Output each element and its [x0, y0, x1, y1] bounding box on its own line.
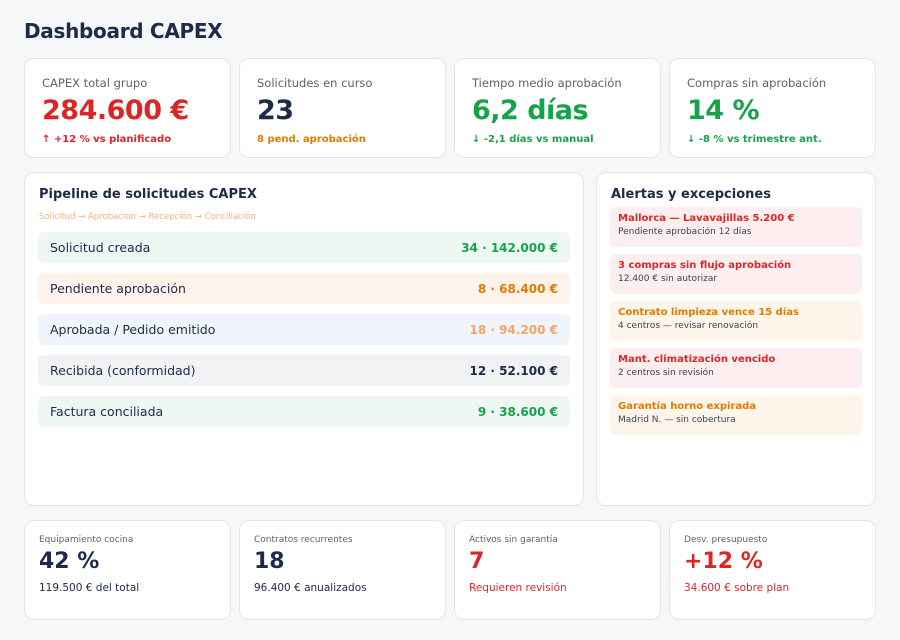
kpi-value: 23 [257, 95, 294, 126]
kpi-value: 6,2 días [472, 95, 589, 126]
stat-label: Contratos recurrentes [254, 535, 353, 545]
kpi-label: CAPEX total grupo [42, 76, 148, 90]
stat-contratos-recurrentes: Contratos recurrentes 18 96.400 € anuali… [239, 520, 446, 620]
alert-title: Mant. climatización vencido [618, 354, 776, 365]
stat-equipamiento-cocina: Equipamiento cocina 42 % 119.500 € del t… [24, 520, 231, 620]
stat-label: Equipamiento cocina [39, 535, 134, 545]
pipeline-stage[interactable]: Aprobada / Pedido emitido 18 · 94.200 € [38, 314, 570, 345]
stat-label: Desv. presupuesto [684, 535, 768, 545]
stage-value: 8 · 68.400 € [477, 281, 558, 296]
kpi-value: 284.600 € [42, 95, 189, 126]
kpi-label: Compras sin aprobación [687, 76, 827, 90]
stat-value: 7 [469, 549, 485, 574]
stat-label: Activos sin garantía [469, 535, 558, 545]
kpi-trend: ↓ -2,1 días vs manual [472, 134, 594, 145]
alert-detail: 4 centros — revisar renovación [618, 321, 759, 331]
pipeline-panel: Pipeline de solicitudes CAPEX Solicitud … [24, 172, 584, 506]
alert-detail: 12.400 € sin autorizar [618, 274, 718, 284]
stage-label: Factura conciliada [50, 404, 164, 419]
pipeline-stage[interactable]: Recibida (conformidad) 12 · 52.100 € [38, 355, 570, 386]
stat-sub: Requieren revisión [469, 582, 567, 594]
pipeline-subtitle: Solicitud → Aprobacion → Recepción → Con… [39, 212, 256, 222]
alert-item[interactable]: Garantía horno expirada Madrid N. — sin c… [610, 395, 862, 435]
stat-sub: 119.500 € del total [39, 582, 140, 594]
alert-title: 3 compras sin flujo aprobación [618, 260, 792, 271]
alert-item[interactable]: 3 compras sin flujo aprobación 12.400 € s… [610, 254, 862, 294]
alert-title: Contrato limpieza vence 15 días [618, 307, 799, 318]
stat-value: 42 % [39, 549, 100, 574]
kpi-solicitudes: Solicitudes en curso 23 8 pend. aprobaci… [239, 58, 446, 158]
kpi-compras-sin-aprobacion: Compras sin aprobación 14 % ↓ -8 % vs tr… [669, 58, 876, 158]
stage-value: 12 · 52.100 € [469, 363, 558, 378]
alert-item[interactable]: Mant. climatización vencido 2 centros sin… [610, 348, 862, 388]
alert-title: Mallorca — Lavavajillas 5.200 € [618, 213, 795, 224]
stage-label: Solicitud creada [50, 240, 151, 255]
stat-sub: 96.400 € anualizados [254, 582, 367, 594]
kpi-capex-total: CAPEX total grupo 284.600 € ↑ +12 % vs p… [24, 58, 231, 158]
kpi-trend: 8 pend. aprobación [257, 134, 366, 145]
kpi-trend: ↑ +12 % vs planificado [42, 134, 172, 145]
alerts-title: Alertas y excepciones [611, 187, 771, 202]
kpi-label: Solicitudes en curso [257, 76, 373, 90]
stat-value: 18 [254, 549, 285, 574]
alert-title: Garantía horno expirada [618, 401, 756, 412]
page-title: Dashboard CAPEX [24, 19, 223, 43]
stage-label: Aprobada / Pedido emitido [50, 322, 216, 337]
alert-detail: Pendiente aprobación 12 días [618, 227, 752, 237]
alert-item[interactable]: Contrato limpieza vence 15 días 4 centros… [610, 301, 862, 341]
kpi-label: Tiempo medio aprobación [472, 76, 622, 90]
alert-detail: Madrid N. — sin cobertura [618, 415, 736, 425]
stage-value: 18 · 94.200 € [469, 322, 558, 337]
stage-value: 9 · 38.600 € [477, 404, 558, 419]
kpi-trend: ↓ -8 % vs trimestre ant. [687, 134, 822, 145]
alert-detail: 2 centros sin revisión [618, 368, 714, 378]
kpi-value: 14 % [687, 95, 760, 126]
stat-desviacion-presupuesto: Desv. presupuesto +12 % 34.600 € sobre p… [669, 520, 876, 620]
alerts-panel: Alertas y excepciones Mallorca — Lavavaj… [596, 172, 876, 506]
kpi-tiempo-medio: Tiempo medio aprobación 6,2 días ↓ -2,1 … [454, 58, 661, 158]
pipeline-stage[interactable]: Pendiente aprobación 8 · 68.400 € [38, 273, 570, 304]
pipeline-stage[interactable]: Factura conciliada 9 · 38.600 € [38, 396, 570, 427]
stat-value: +12 % [684, 549, 763, 574]
stage-value: 34 · 142.000 € [461, 240, 558, 255]
pipeline-stage[interactable]: Solicitud creada 34 · 142.000 € [38, 232, 570, 263]
pipeline-title: Pipeline de solicitudes CAPEX [39, 187, 257, 202]
stat-sub: 34.600 € sobre plan [684, 582, 790, 594]
stat-activos-sin-garantia: Activos sin garantía 7 Requieren revisió… [454, 520, 661, 620]
stage-label: Recibida (conformidad) [50, 363, 196, 378]
stage-label: Pendiente aprobación [50, 281, 186, 296]
alert-item[interactable]: Mallorca — Lavavajillas 5.200 € Pendiente… [610, 207, 862, 247]
